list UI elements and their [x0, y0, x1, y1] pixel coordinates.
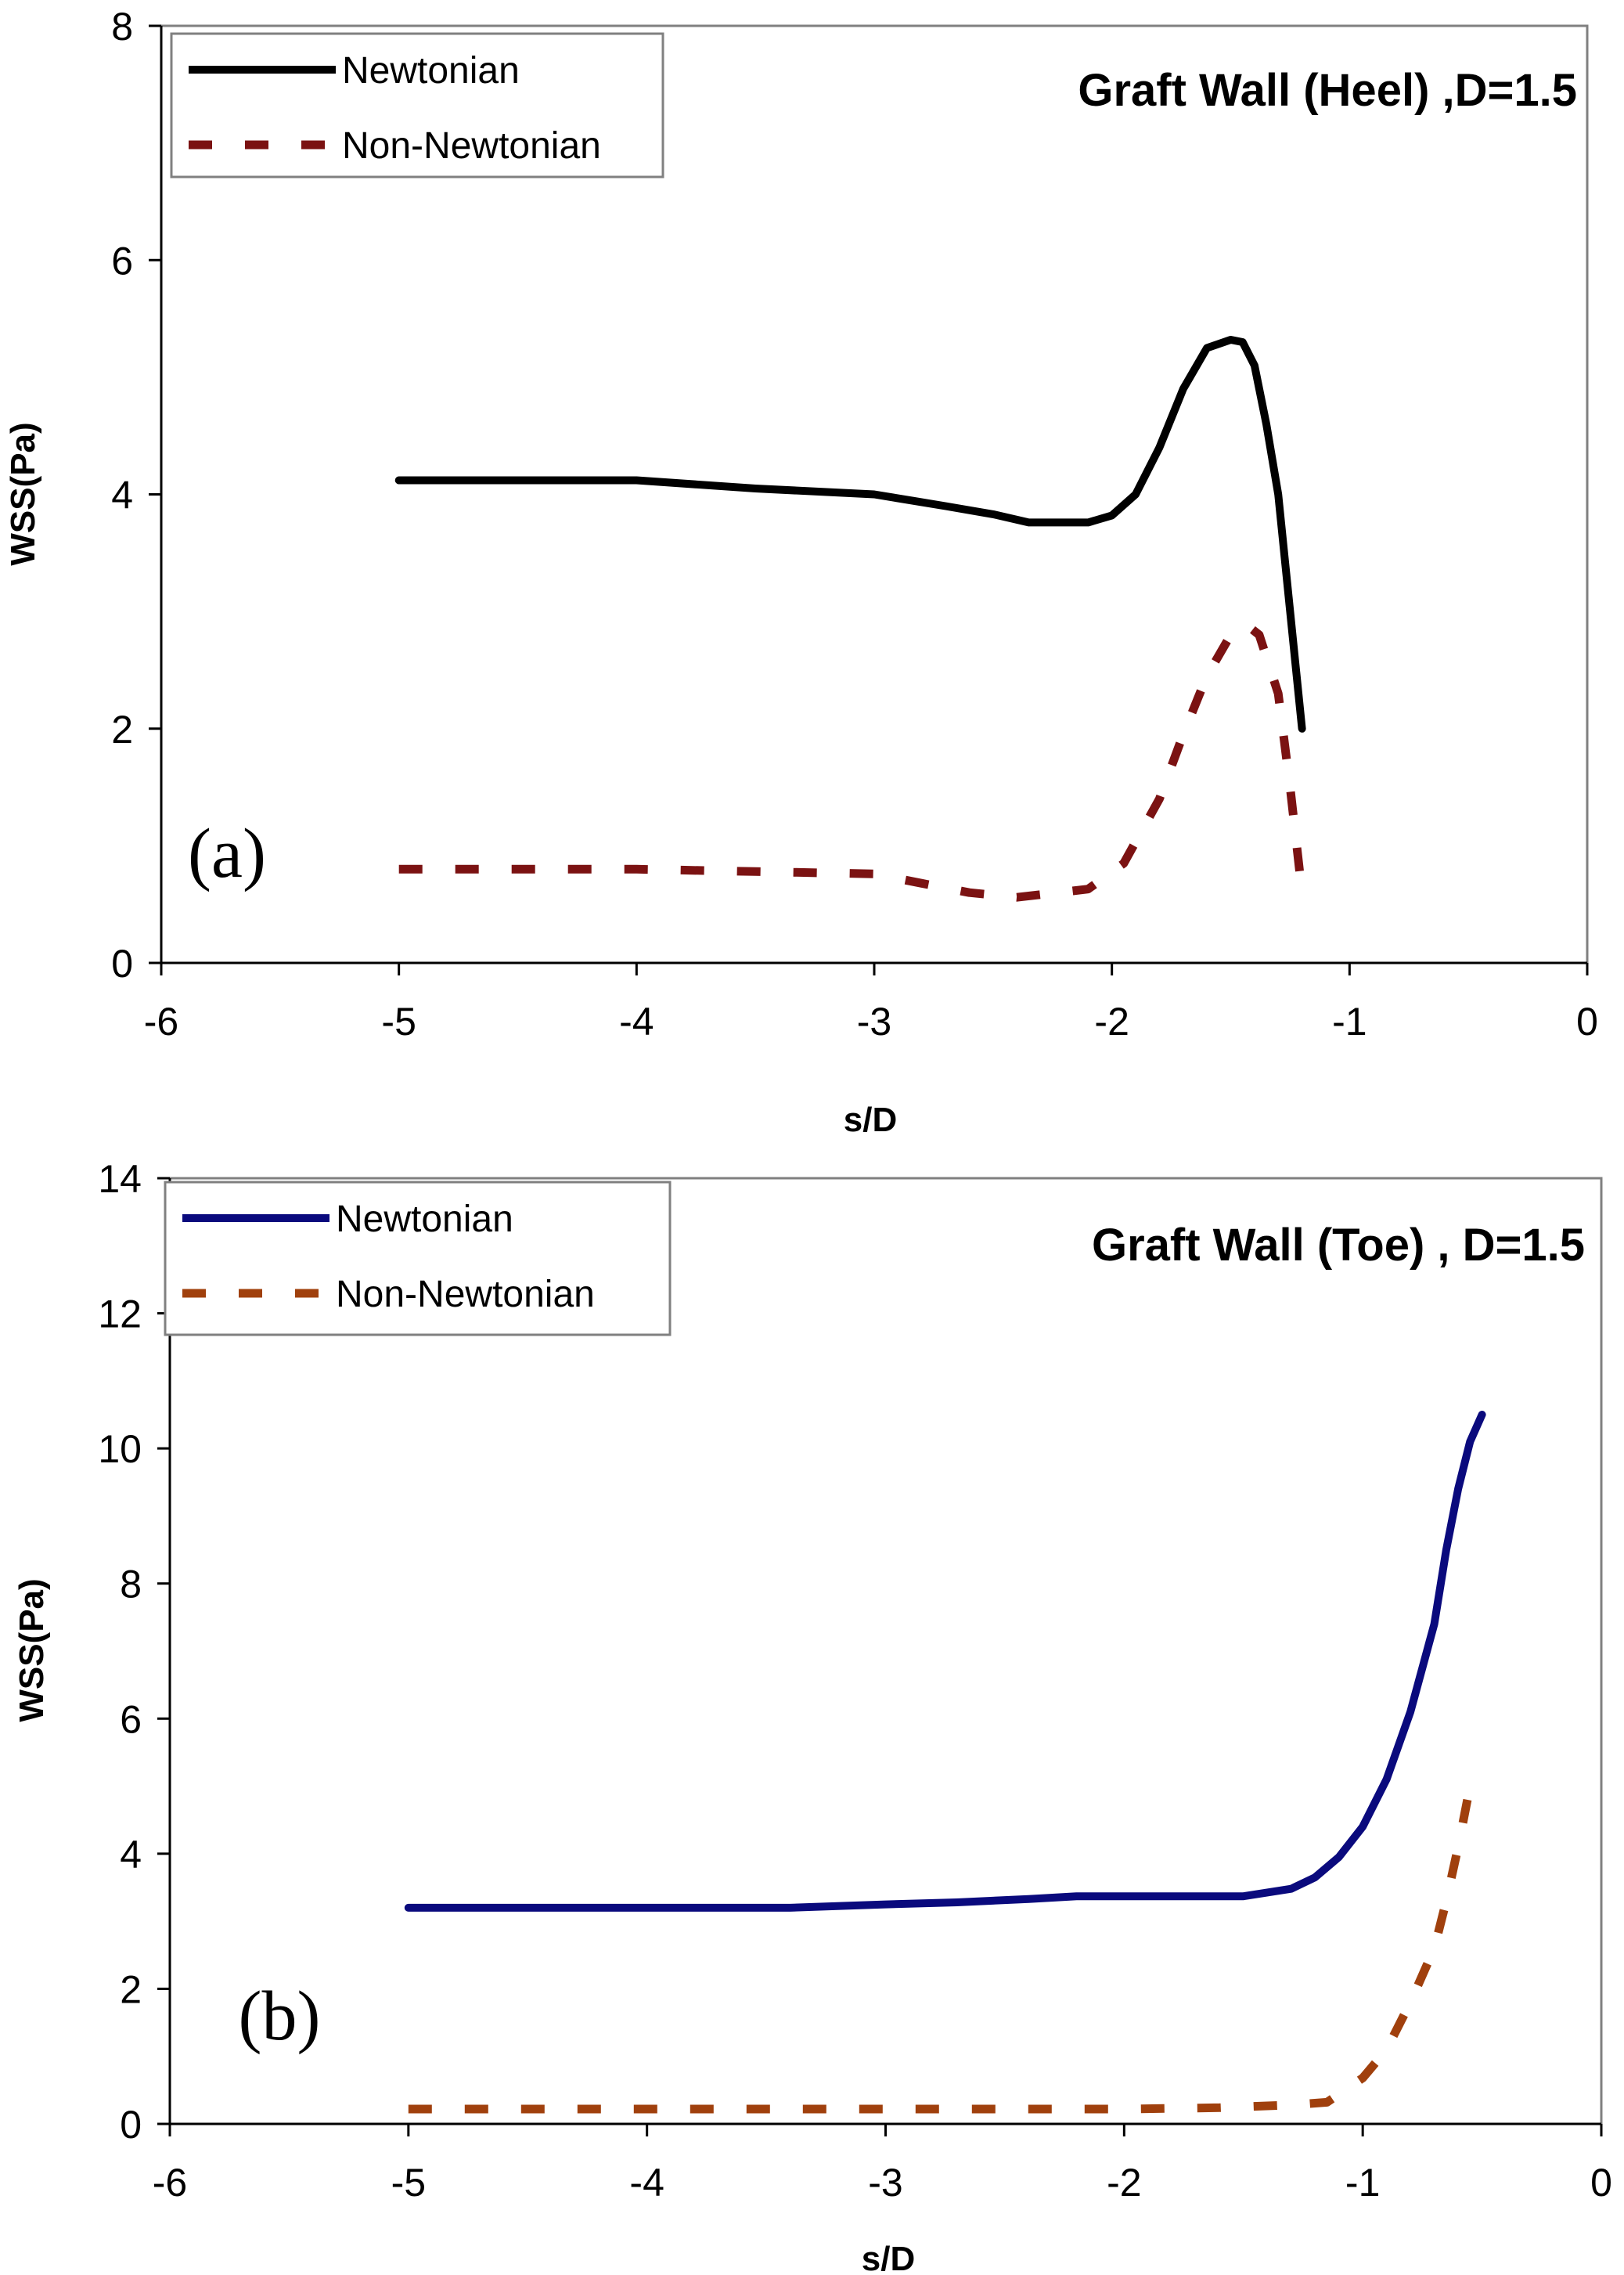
y-tick-label: 4 — [111, 474, 133, 517]
x-tick-label: -4 — [619, 1000, 654, 1044]
y-tick-label: 4 — [120, 1833, 142, 1877]
x-tick-label: -3 — [857, 1000, 891, 1044]
x-tick-label: -4 — [629, 2161, 664, 2205]
series-line-newtonian — [394, 336, 1306, 733]
x-tick-label: -5 — [391, 2161, 426, 2205]
y-tick-label: 0 — [120, 2103, 142, 2147]
x-tick-label: -5 — [381, 1000, 416, 1044]
panel-label: (a) — [188, 815, 266, 892]
y-tick-label: 12 — [98, 1293, 142, 1336]
y-tick-label: 0 — [111, 942, 133, 986]
x-axis-title: s/D — [862, 2240, 915, 2275]
x-tick-label: -1 — [1332, 1000, 1367, 1044]
legend-label-newtonian: Newtonian — [336, 1199, 513, 1240]
legend-label-non-newtonian: Non-Newtonian — [336, 1274, 595, 1315]
legend-box — [170, 32, 664, 178]
y-tick-label: 2 — [120, 1967, 142, 2011]
series-line-non-newtonian — [398, 621, 1307, 902]
y-axis-title: WSS(Pa) — [13, 1578, 51, 1722]
y-tick-label: 6 — [111, 239, 133, 283]
x-tick-label: 0 — [1576, 1000, 1598, 1044]
series-line-newtonian — [404, 1411, 1486, 1912]
x-tick-label: -6 — [153, 2161, 187, 2205]
y-tick-label: 14 — [98, 1157, 142, 1201]
x-tick-label: -2 — [1094, 1000, 1129, 1044]
y-tick-label: 2 — [111, 708, 133, 752]
x-tick-label: -2 — [1107, 2161, 1141, 2205]
y-tick-label: 8 — [111, 5, 133, 49]
legend-box — [164, 1181, 672, 1336]
legend-label-non-newtonian: Non-Newtonian — [342, 125, 601, 167]
x-tick-label: -3 — [868, 2161, 902, 2205]
legend-label-newtonian: Newtonian — [342, 50, 520, 92]
chart-panel-a: -6 -5 -4 -3 -2 -1 0 0 2 4 6 8 s/D WSS(Pa) Newtonian Non… — [4, 5, 1598, 1139]
x-tick-label: 0 — [1590, 2161, 1612, 2205]
panel-label: (b) — [239, 1978, 321, 2055]
x-tick-label: -6 — [144, 1000, 178, 1044]
y-tick-label: 6 — [120, 1697, 142, 1741]
chart-panel-b: -6 -5 -4 -3 -2 -1 0 0 2 4 6 8 10 12 14 s/D WSS(Pa) Newton… — [13, 1157, 1612, 2275]
x-axis-title: s/D — [844, 1101, 897, 1139]
y-tick-label: 10 — [98, 1427, 142, 1471]
y-tick-label: 8 — [120, 1563, 142, 1606]
y-axis-title: WSS(Pa) — [4, 422, 42, 565]
chart-title: Graft Wall (Heel) ,D=1.5 — [1078, 65, 1577, 116]
chart-title: Graft Wall (Toe) , D=1.5 — [1092, 1220, 1585, 1271]
series-line-non-newtonian — [408, 1785, 1475, 2114]
x-tick-label: -1 — [1345, 2161, 1380, 2205]
